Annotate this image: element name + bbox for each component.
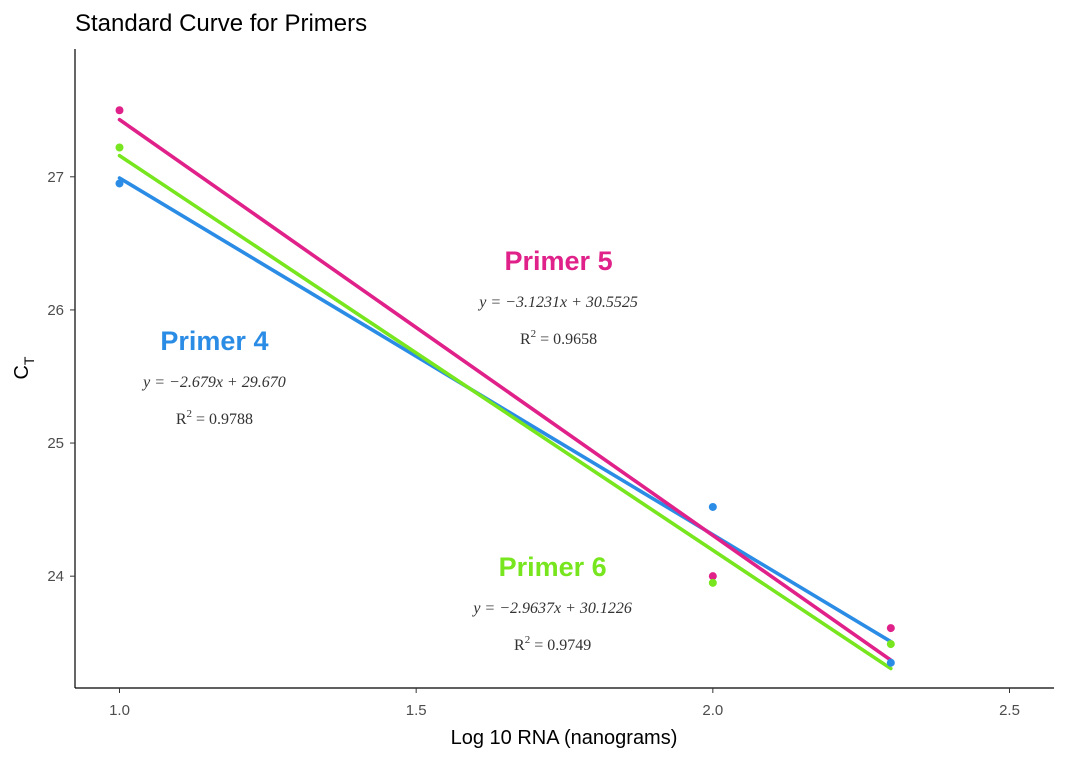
y-tick-label: 25 <box>47 435 64 452</box>
fit-lines <box>117 117 893 671</box>
regression-equation: y = −2.9637x + 30.1226 <box>471 600 632 617</box>
y-axis-title: CT <box>11 356 37 379</box>
regression-equation: y = −3.1231x + 30.5525 <box>477 294 638 311</box>
r-squared-value: R2 = 0.9658 <box>520 328 597 348</box>
data-point <box>708 502 717 511</box>
data-point <box>886 624 895 633</box>
r-squared-number: = 0.9749 <box>530 637 591 654</box>
r-squared-value: R2 = 0.9749 <box>514 634 591 654</box>
r-squared-exponent: 2 <box>531 328 537 340</box>
r-squared-symbol: R <box>176 411 187 428</box>
tick-group: 1.0 1.5 2.0 2.5 24 25 26 27 <box>47 169 1020 719</box>
r-squared-exponent: 2 <box>525 634 531 646</box>
y-axis-title-main: C <box>11 365 33 379</box>
axes <box>74 49 1054 689</box>
x-tick-label: 2.0 <box>702 702 723 719</box>
chart-title: Standard Curve for Primers <box>75 10 367 37</box>
r-squared-exponent: 2 <box>187 408 193 420</box>
y-tick-label: 27 <box>47 169 64 186</box>
fit-line-primer-6 <box>117 153 893 671</box>
data-point <box>115 143 124 152</box>
primer-name-label: Primer 5 <box>505 246 613 276</box>
primer-name-label: Primer 6 <box>499 552 607 582</box>
fit-line-primer-5 <box>117 117 893 662</box>
r-squared-symbol: R <box>520 331 531 348</box>
r-squared-symbol: R <box>514 637 525 654</box>
x-tick-label: 1.5 <box>406 702 427 719</box>
data-point <box>708 578 717 587</box>
r-squared-number: = 0.9788 <box>192 411 253 428</box>
y-tick-label: 26 <box>47 302 64 319</box>
data-point <box>886 640 895 649</box>
data-point <box>115 106 124 115</box>
r-squared-value: R2 = 0.9788 <box>176 408 253 428</box>
r-squared-number: = 0.9658 <box>536 331 597 348</box>
x-tick-label: 1.0 <box>109 702 130 719</box>
primer-name-label: Primer 4 <box>160 326 268 356</box>
x-axis-title: Log 10 RNA (nanograms) <box>451 727 678 749</box>
y-axis-title-subscript: T <box>21 356 37 365</box>
data-points <box>115 106 895 667</box>
svg-text:CT: CT <box>11 356 37 379</box>
x-tick-label: 2.5 <box>999 702 1020 719</box>
y-tick-label: 24 <box>47 568 64 585</box>
data-point <box>886 658 895 667</box>
fit-line-primer-4 <box>117 176 893 644</box>
data-point <box>708 572 717 581</box>
data-point <box>115 179 124 188</box>
regression-equation: y = −2.679x + 29.670 <box>141 374 286 391</box>
